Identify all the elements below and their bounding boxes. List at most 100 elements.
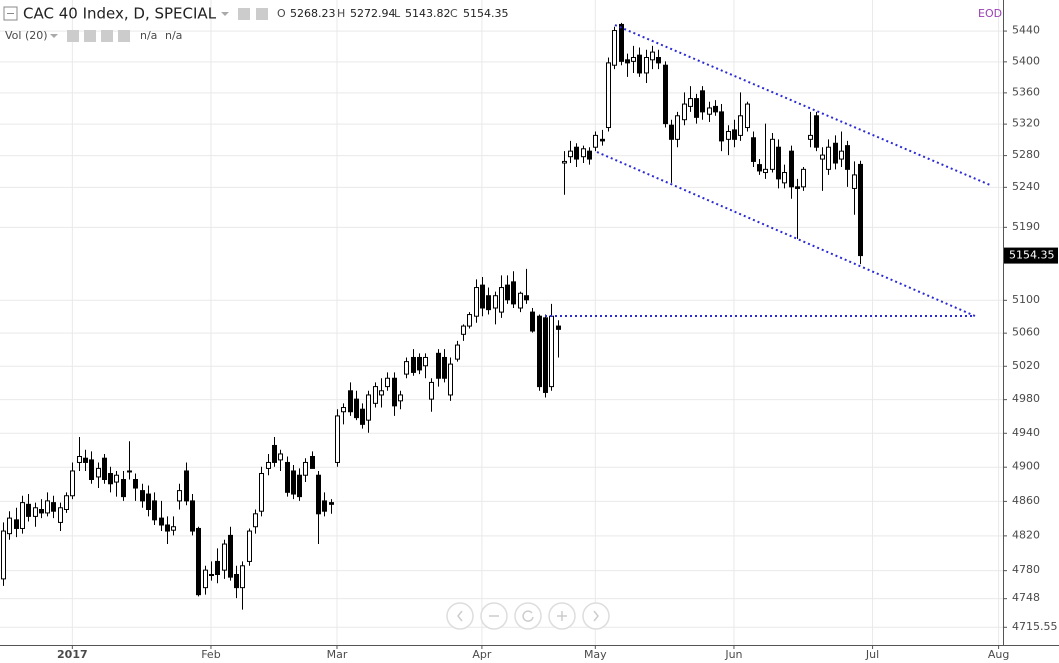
candle-body bbox=[562, 160, 567, 164]
candle-body bbox=[171, 526, 176, 531]
candle-body bbox=[140, 490, 145, 502]
candle-body bbox=[310, 456, 315, 469]
candle-body bbox=[366, 394, 371, 421]
candle-body bbox=[114, 474, 119, 483]
candle-body bbox=[782, 172, 787, 184]
candle-body bbox=[675, 115, 680, 140]
indicator-settings-icon[interactable] bbox=[84, 30, 96, 42]
candle-body bbox=[354, 398, 359, 419]
candle-body bbox=[770, 138, 775, 170]
indicator-source-icon[interactable] bbox=[101, 30, 113, 42]
candle-body bbox=[133, 478, 138, 489]
candle-body bbox=[801, 168, 806, 188]
indicator-remove-icon[interactable] bbox=[118, 30, 130, 42]
candle-body bbox=[398, 394, 403, 402]
candle-body bbox=[455, 344, 460, 360]
candle-body bbox=[637, 54, 642, 74]
candle-body bbox=[518, 292, 523, 309]
candle-body bbox=[266, 461, 271, 469]
candle-body bbox=[259, 473, 264, 512]
candle-body bbox=[581, 148, 586, 158]
candle-body bbox=[102, 457, 107, 480]
candle-body bbox=[505, 284, 510, 301]
candle-body bbox=[83, 457, 88, 463]
indicator-value: n/a bbox=[140, 29, 157, 42]
candle-body bbox=[776, 146, 781, 180]
candle-body bbox=[663, 64, 668, 125]
candle-body bbox=[600, 138, 605, 142]
last-price-marker bbox=[1004, 247, 1058, 264]
candle-body bbox=[26, 503, 31, 517]
reset-icon bbox=[522, 610, 534, 622]
scroll-right-button[interactable] bbox=[582, 602, 610, 630]
candle-body bbox=[763, 168, 768, 174]
candle-body bbox=[285, 461, 290, 493]
candle-body bbox=[20, 502, 25, 529]
candle-body bbox=[329, 502, 334, 505]
candle-body bbox=[486, 295, 491, 311]
candle-body bbox=[467, 314, 472, 327]
candle-body bbox=[127, 470, 132, 473]
candle-body bbox=[524, 295, 529, 301]
candle-body bbox=[530, 311, 535, 332]
y-tick-label: 4900 bbox=[1012, 460, 1040, 473]
settings-icon[interactable] bbox=[256, 8, 268, 20]
title-dropdown[interactable] bbox=[221, 12, 229, 16]
candle-body bbox=[631, 56, 636, 62]
x-tick-label: 2017 bbox=[57, 648, 88, 661]
candle-body bbox=[814, 115, 819, 148]
high-label: H bbox=[337, 7, 345, 20]
candle-body bbox=[732, 129, 737, 140]
candle-body bbox=[190, 500, 195, 532]
last-price-badge: 5154.35 bbox=[1004, 247, 1058, 264]
candle-body bbox=[146, 493, 151, 510]
scroll-left-button[interactable] bbox=[446, 602, 474, 630]
candle-body bbox=[682, 103, 687, 121]
trend-lines bbox=[545, 24, 991, 317]
candle-body bbox=[379, 390, 384, 396]
visibility-icon[interactable] bbox=[238, 8, 250, 20]
candle-body bbox=[303, 461, 308, 476]
candle-body bbox=[574, 146, 579, 160]
data-source-label: EOD bbox=[978, 7, 1002, 20]
candle-body bbox=[209, 574, 214, 577]
y-tick-label: 5060 bbox=[1012, 326, 1040, 339]
candle-body bbox=[625, 59, 630, 64]
candle-body bbox=[858, 163, 863, 257]
candle-body bbox=[240, 565, 245, 589]
candle-body bbox=[297, 474, 302, 498]
candle-body bbox=[480, 284, 485, 309]
indicator-visibility-icon[interactable] bbox=[67, 30, 79, 42]
low-label: L bbox=[394, 7, 401, 20]
candle-body bbox=[159, 517, 164, 526]
candle-body bbox=[7, 517, 12, 535]
candle-body bbox=[272, 444, 277, 463]
candle-body bbox=[89, 459, 94, 480]
candle-body bbox=[203, 569, 208, 589]
candle-body bbox=[833, 142, 838, 164]
candles bbox=[1, 22, 863, 610]
indicator-value: n/a bbox=[165, 29, 182, 42]
reset-button[interactable] bbox=[514, 602, 542, 630]
candle-body bbox=[461, 325, 466, 335]
candle-body bbox=[417, 356, 422, 371]
y-tick-label: 4780 bbox=[1012, 563, 1040, 576]
candle-body bbox=[423, 356, 428, 367]
candle-body bbox=[322, 500, 327, 512]
y-tick-label: 4715.55 bbox=[1012, 620, 1058, 633]
indicator-dropdown[interactable] bbox=[50, 34, 58, 38]
candle-body bbox=[222, 543, 227, 571]
candle-body bbox=[656, 56, 661, 64]
candle-body bbox=[499, 287, 504, 313]
candle-body bbox=[335, 415, 340, 463]
candle-body bbox=[373, 386, 378, 404]
candle-body bbox=[1, 530, 6, 580]
candle-body bbox=[493, 295, 498, 309]
candle-body bbox=[177, 490, 182, 502]
candle-body bbox=[77, 456, 82, 463]
candle-body bbox=[448, 363, 453, 396]
y-tick-label: 4980 bbox=[1012, 392, 1040, 405]
candle-body bbox=[549, 315, 554, 388]
candle-body bbox=[795, 186, 800, 189]
